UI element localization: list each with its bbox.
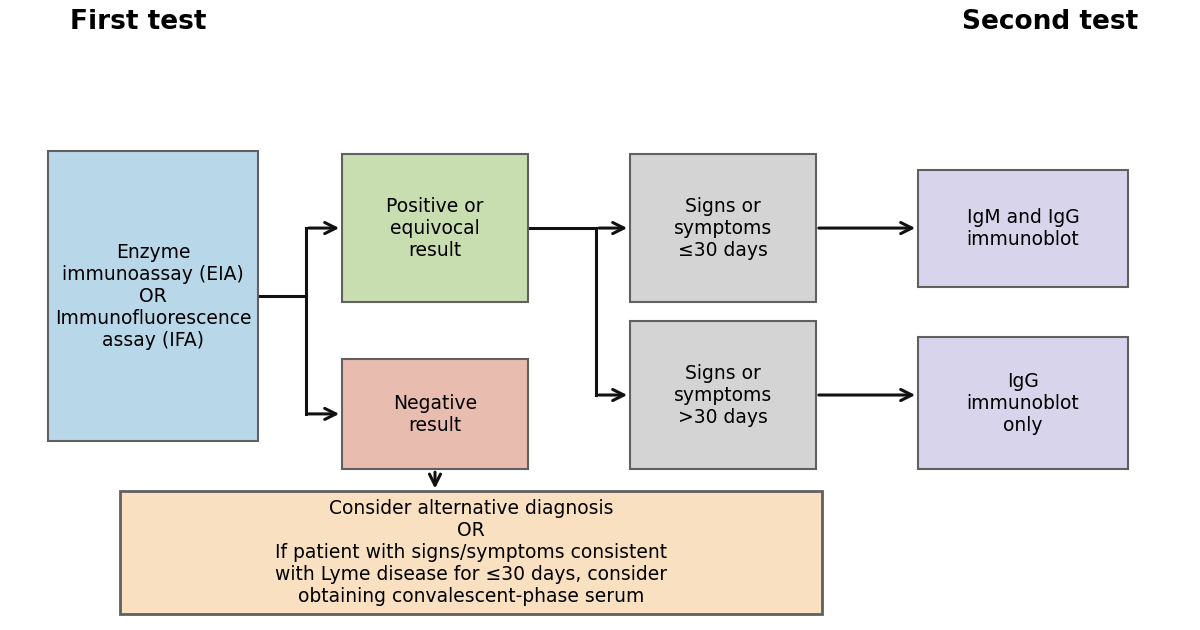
Text: Consider alternative diagnosis
OR
If patient with signs/symptoms consistent
with: Consider alternative diagnosis OR If pat…: [275, 500, 667, 606]
Text: IgM and IgG
immunoblot: IgM and IgG immunoblot: [967, 208, 1079, 249]
FancyBboxPatch shape: [918, 337, 1128, 469]
Text: IgG
immunoblot
only: IgG immunoblot only: [967, 372, 1079, 435]
FancyBboxPatch shape: [630, 321, 816, 469]
FancyBboxPatch shape: [918, 170, 1128, 287]
FancyBboxPatch shape: [342, 359, 528, 469]
Text: Positive or
equivocal
result: Positive or equivocal result: [386, 197, 484, 260]
Text: Second test: Second test: [962, 9, 1138, 35]
Text: First test: First test: [70, 9, 206, 35]
FancyBboxPatch shape: [342, 154, 528, 302]
FancyBboxPatch shape: [120, 491, 822, 614]
Text: Negative
result: Negative result: [392, 394, 478, 435]
Text: Enzyme
immunoassay (EIA)
OR
Immunofluorescence
assay (IFA): Enzyme immunoassay (EIA) OR Immunofluore…: [55, 243, 251, 350]
FancyBboxPatch shape: [48, 151, 258, 441]
FancyBboxPatch shape: [630, 154, 816, 302]
Text: Signs or
symptoms
>30 days: Signs or symptoms >30 days: [674, 364, 772, 427]
Text: Signs or
symptoms
≤30 days: Signs or symptoms ≤30 days: [674, 197, 772, 260]
